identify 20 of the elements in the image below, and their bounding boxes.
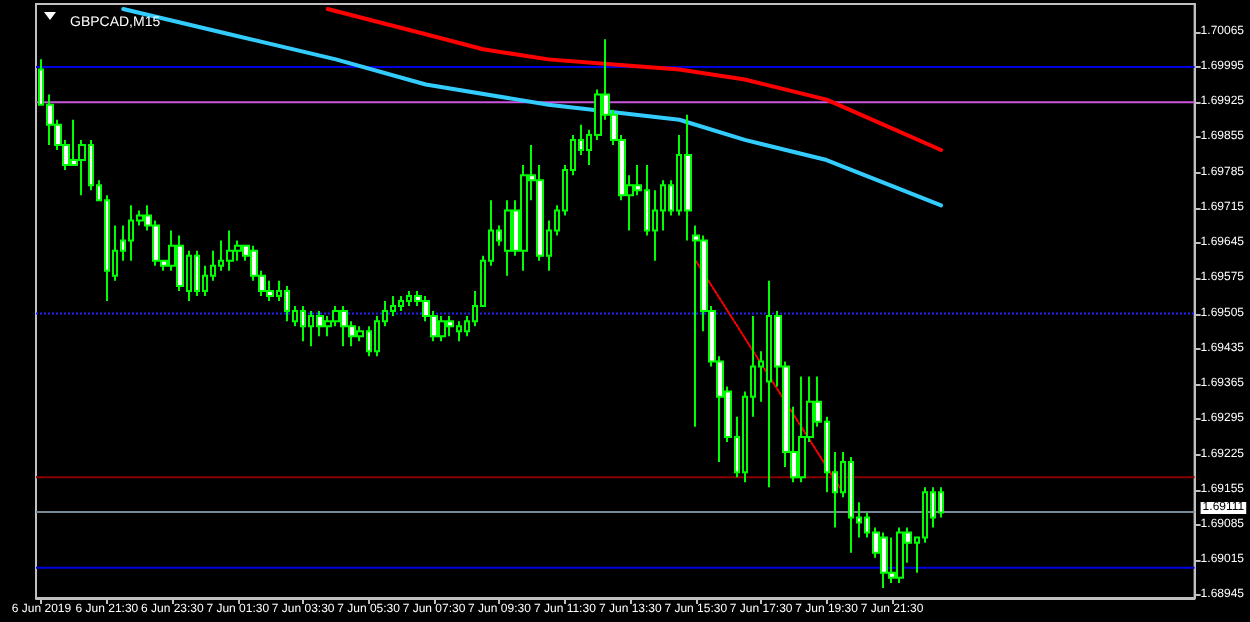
candlestick xyxy=(300,305,306,343)
candlestick xyxy=(692,224,700,428)
candlestick xyxy=(266,279,274,302)
candlestick xyxy=(438,315,446,343)
candlestick xyxy=(798,375,806,484)
candlestick xyxy=(888,536,896,584)
candlestick xyxy=(880,531,888,589)
candlestick xyxy=(284,284,290,323)
candlestick xyxy=(226,229,234,272)
candlestick xyxy=(340,305,348,348)
candlestick xyxy=(194,249,200,297)
candlestick xyxy=(896,526,904,584)
candlestick xyxy=(848,456,854,554)
candlestick xyxy=(504,199,512,277)
candlestick xyxy=(316,310,324,338)
line-series xyxy=(325,7,944,152)
candlestick xyxy=(446,315,454,338)
candlestick xyxy=(390,294,396,318)
candlestick xyxy=(398,294,404,313)
candlestick xyxy=(684,113,692,242)
